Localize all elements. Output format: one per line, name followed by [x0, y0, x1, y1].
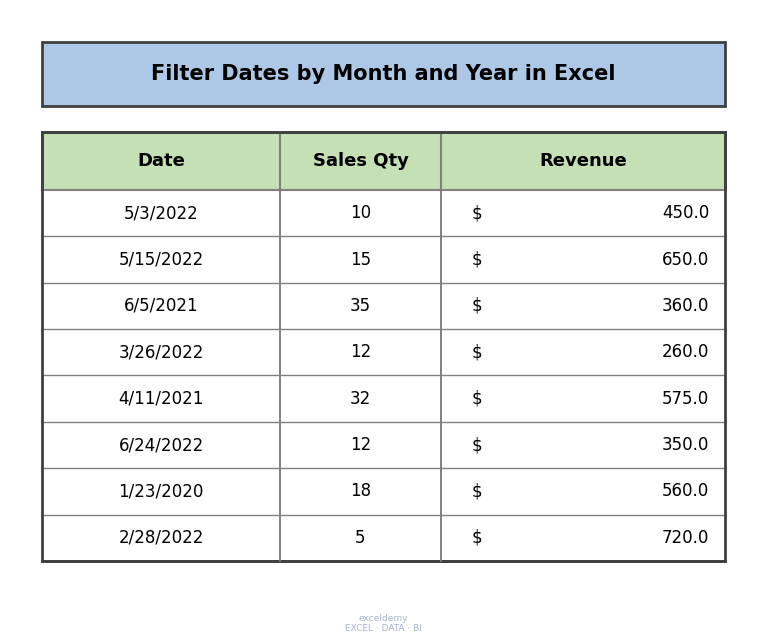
- Text: 5: 5: [355, 529, 366, 547]
- FancyBboxPatch shape: [42, 132, 725, 190]
- Text: 35: 35: [350, 297, 371, 315]
- Text: 12: 12: [350, 343, 371, 361]
- Text: 4/11/2021: 4/11/2021: [118, 390, 204, 408]
- Text: 18: 18: [350, 482, 371, 500]
- Text: exceldemy
EXCEL · DATA · BI: exceldemy EXCEL · DATA · BI: [345, 614, 422, 633]
- Text: 6/5/2021: 6/5/2021: [123, 297, 199, 315]
- Text: $: $: [472, 390, 482, 408]
- Text: 450.0: 450.0: [662, 204, 709, 222]
- Text: 260.0: 260.0: [662, 343, 709, 361]
- FancyBboxPatch shape: [42, 375, 725, 422]
- Text: Date: Date: [137, 152, 185, 170]
- FancyBboxPatch shape: [42, 283, 725, 329]
- Text: Sales Qty: Sales Qty: [312, 152, 408, 170]
- FancyBboxPatch shape: [42, 190, 725, 236]
- Text: $: $: [472, 204, 482, 222]
- Text: $: $: [472, 529, 482, 547]
- Text: $: $: [472, 436, 482, 454]
- Text: 1/23/2020: 1/23/2020: [118, 482, 204, 500]
- Text: Revenue: Revenue: [539, 152, 627, 170]
- FancyBboxPatch shape: [42, 468, 725, 515]
- Text: 350.0: 350.0: [662, 436, 709, 454]
- Text: 2/28/2022: 2/28/2022: [118, 529, 204, 547]
- Text: $: $: [472, 343, 482, 361]
- Text: 3/26/2022: 3/26/2022: [118, 343, 204, 361]
- Text: 10: 10: [350, 204, 371, 222]
- Text: 360.0: 360.0: [662, 297, 709, 315]
- Text: 575.0: 575.0: [662, 390, 709, 408]
- Text: 560.0: 560.0: [662, 482, 709, 500]
- FancyBboxPatch shape: [42, 515, 725, 561]
- FancyBboxPatch shape: [42, 329, 725, 375]
- Text: 5/15/2022: 5/15/2022: [118, 251, 204, 269]
- Text: $: $: [472, 251, 482, 269]
- Text: 5/3/2022: 5/3/2022: [123, 204, 199, 222]
- FancyBboxPatch shape: [42, 236, 725, 283]
- Text: $: $: [472, 297, 482, 315]
- Text: 32: 32: [350, 390, 371, 408]
- Text: 6/24/2022: 6/24/2022: [118, 436, 204, 454]
- Text: 15: 15: [350, 251, 371, 269]
- Text: $: $: [472, 482, 482, 500]
- Text: 12: 12: [350, 436, 371, 454]
- Text: 720.0: 720.0: [662, 529, 709, 547]
- FancyBboxPatch shape: [42, 422, 725, 468]
- FancyBboxPatch shape: [42, 42, 725, 106]
- Text: Filter Dates by Month and Year in Excel: Filter Dates by Month and Year in Excel: [151, 64, 616, 84]
- Text: 650.0: 650.0: [662, 251, 709, 269]
